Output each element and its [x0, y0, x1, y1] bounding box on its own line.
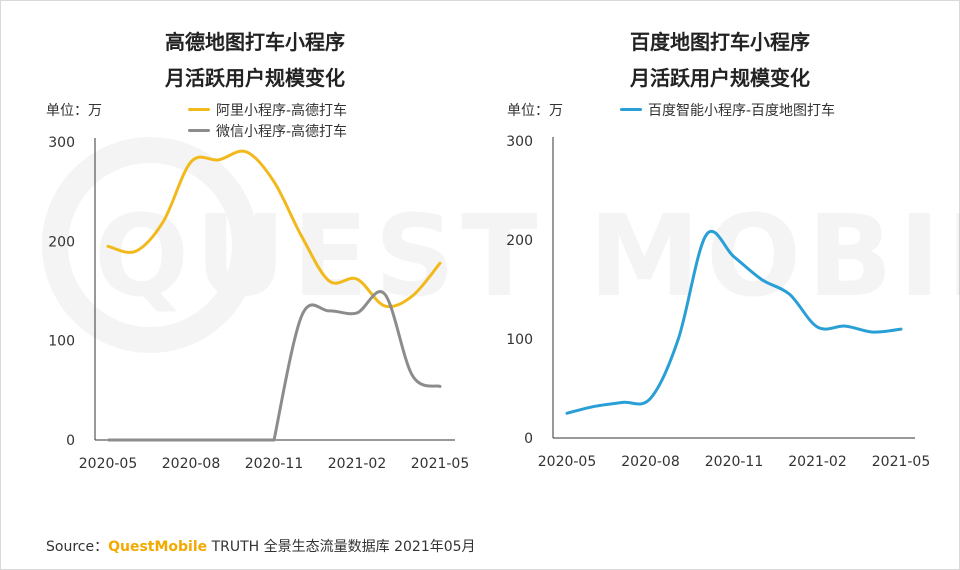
chart-gaode-legend: 阿里小程序-高德打车 微信小程序-高德打车: [188, 99, 347, 141]
chart-gaode-title-line1: 高德地图打车小程序: [165, 30, 345, 54]
chart-baidu-unit: 单位：万: [507, 103, 563, 119]
chart-gaode: 0 100 200 300 2020-05 2020-08 2020-11 2021-02 20…: [48, 135, 469, 472]
x-tick-label: 2020-05: [538, 454, 597, 470]
legend-item: 阿里小程序-高德打车: [188, 99, 347, 120]
x-tick-label: 2020-08: [621, 454, 680, 470]
source-label: Source：: [46, 539, 109, 555]
legend-label: 微信小程序-高德打车: [216, 123, 348, 140]
x-tick-label: 2020-11: [245, 456, 304, 472]
y-tick-label: 300: [506, 134, 533, 150]
source-brand: QuestMobile: [108, 539, 208, 555]
x-tick-label: 2020-11: [705, 454, 764, 470]
chart-baidu-title-line2: 月活跃用户规模变化: [630, 66, 810, 90]
y-tick-label: 100: [48, 334, 75, 350]
x-tick-label: 2021-02: [328, 456, 387, 472]
chart-gaode-unit: 单位：万: [46, 103, 102, 119]
x-tick-label: 2021-02: [788, 454, 847, 470]
y-tick-label: 200: [48, 234, 75, 250]
source-note: Source：QuestMobile TRUTH 全景生态流量数据库 2021年…: [46, 536, 476, 556]
y-tick-label: 200: [506, 233, 533, 249]
legend-label: 阿里小程序-高德打车: [216, 102, 348, 119]
legend-swatch-icon: [188, 108, 210, 111]
x-tick-label: 2020-08: [162, 456, 221, 472]
watermark: QUEST MOBILE: [42, 137, 960, 353]
chart-gaode-title: 高德地图打车小程序 月活跃用户规模变化: [95, 24, 415, 96]
source-text: TRUTH 全景生态流量数据库 2021年05月: [207, 539, 476, 555]
legend-swatch-icon: [620, 108, 642, 111]
x-tick-label: 2021-05: [411, 456, 470, 472]
y-tick-label: 0: [66, 433, 75, 449]
y-tick-label: 0: [524, 431, 533, 447]
chart-baidu-legend: 百度智能小程序-百度地图打车: [620, 99, 835, 120]
chart-baidu: 0 100 200 300 2020-05 2020-08 2020-11 2021-02 20…: [506, 134, 930, 470]
watermark-text: QUEST MOBILE: [94, 192, 960, 322]
x-tick-label: 2020-05: [79, 456, 138, 472]
chart-gaode-title-line2: 月活跃用户规模变化: [165, 66, 345, 90]
legend-item: 百度智能小程序-百度地图打车: [620, 99, 835, 120]
legend-swatch-icon: [188, 129, 210, 132]
y-tick-label: 100: [506, 332, 533, 348]
legend-item: 微信小程序-高德打车: [188, 120, 347, 141]
chart-baidu-title: 百度地图打车小程序 月活跃用户规模变化: [560, 24, 880, 96]
x-tick-label: 2021-05: [872, 454, 931, 470]
legend-label: 百度智能小程序-百度地图打车: [648, 102, 836, 119]
chart-baidu-title-line1: 百度地图打车小程序: [630, 30, 810, 54]
y-tick-label: 300: [48, 135, 75, 151]
watermark-logo-icon: [42, 137, 258, 353]
